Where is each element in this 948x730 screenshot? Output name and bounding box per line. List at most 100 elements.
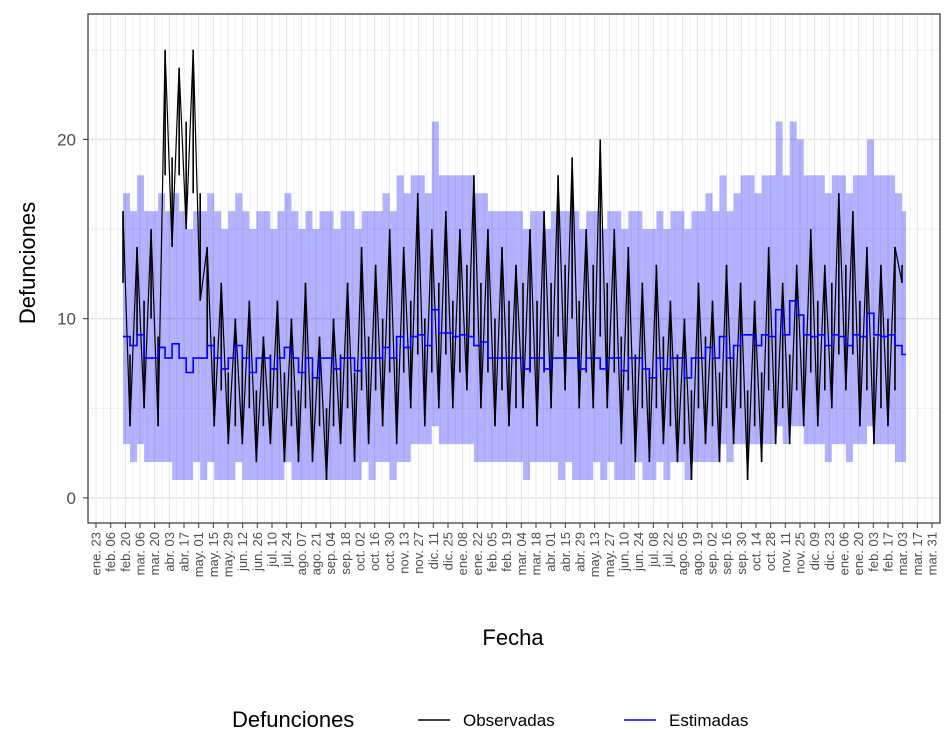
band-segment [894,193,902,463]
band-segment [340,211,348,480]
band-segment [326,211,334,480]
band-segment [796,139,804,427]
band-segment [242,211,250,480]
band-segment [642,229,650,480]
band-segment [333,229,341,480]
x-tick-label: dic. 11 [426,532,441,569]
band-segment [789,121,797,427]
x-tick-label: jul. 22 [661,532,676,568]
band-segment [277,211,285,480]
band-segment [298,229,306,480]
band-segment [887,175,895,445]
y-axis-title: Defunciones [15,202,40,324]
x-tick-label: sep. 04 [323,532,338,575]
x-tick-label: dic. 09 [807,532,822,570]
band-segment [558,211,566,480]
band-segment [270,229,278,480]
x-tick-label: oct. 16 [367,532,382,571]
band-segment [291,211,299,480]
x-tick-label: mar. 03 [895,532,910,575]
band-segment [607,211,615,463]
x-tick-label: nov. 13 [397,532,412,574]
band-segment [544,229,552,463]
x-tick-label: nov. 25 [793,532,808,574]
x-tick-label: may. 27 [602,532,617,577]
band-segment [656,211,664,463]
band-segment [228,211,236,480]
x-tick-label: ene. 22 [470,532,485,575]
x-tick-label: ago. 05 [675,532,690,575]
band-segment [670,211,678,463]
x-tick-label: oct. 14 [749,532,764,571]
band-segment [635,211,643,463]
x-tick-label: abr. 01 [543,532,558,572]
x-tick-label: nov. 11 [778,532,793,573]
x-tick-label: ene. 23 [89,532,104,575]
x-tick-label: mar. 17 [910,532,925,575]
observadas-line [122,49,903,481]
x-tick-label: feb. 20 [118,532,133,572]
x-tick-label: jun. 10 [617,532,632,572]
x-tick-label: jun. 24 [631,532,646,572]
x-axis: ene. 23 feb. 06 feb. 20 mar. 06 mar. 20 abr. … [89,523,940,577]
y-tick-label: 20 [57,130,76,149]
y-axis: 0 10 20 [57,130,88,508]
band-segment [179,211,187,480]
y-tick-label: 0 [67,489,76,508]
x-tick-label: jul. 08 [646,532,661,568]
x-tick-label: mar. 06 [133,532,148,575]
band-segment [586,211,594,480]
band-segment [902,211,906,463]
y-tick-label: 10 [57,310,76,329]
band-segment [200,211,208,480]
x-tick-label: may. 29 [221,532,236,577]
band-segment [705,193,713,463]
x-tick-label: feb. 17 [881,532,896,572]
legend-label-observadas: Observadas [463,711,555,730]
band-segment [803,175,811,445]
x-tick-label: nov. 27 [411,532,426,574]
band-segment [305,211,313,480]
x-tick-label: feb. 03 [866,532,881,572]
x-tick-label: sep. 16 [719,532,734,575]
band-segment [691,211,699,463]
x-tick-label: abr. 17 [177,532,192,572]
x-tick-label: oct. 28 [763,532,778,571]
band-segment [235,193,243,463]
x-tick-label: dic. 23 [822,532,837,570]
x-tick-label: mar. 04 [514,532,529,575]
band-segment [754,193,762,445]
band-segment [137,175,145,445]
band-segment [158,193,166,463]
band-segment [733,193,741,445]
band-segment [698,211,706,463]
band-segment [719,175,727,445]
x-tick-label: ago. 19 [690,532,705,575]
x-tick-label: jul. 24 [279,532,294,568]
band-segment [144,211,152,463]
band-segment [880,175,888,445]
band-segment [712,211,720,463]
band-segment [172,193,180,480]
x-tick-label: oct. 02 [353,532,368,571]
x-tick-label: sep. 18 [338,532,353,575]
band-segment [579,229,587,480]
band-segment [396,175,404,463]
x-tick-label: abr. 03 [162,532,177,572]
x-tick-label: jun. 12 [235,532,250,572]
band-segment [551,211,559,463]
band-segment [782,175,790,445]
band-segment [726,211,734,463]
band-segment [572,211,580,480]
band-segment [431,121,439,427]
band-segment [523,229,531,480]
x-tick-label: dic. 25 [441,532,456,570]
x-tick-label: jul. 10 [265,532,280,568]
band-segment [256,211,264,480]
panel-border [87,13,941,524]
band-segment [838,175,846,445]
band-segment [768,175,776,445]
band-segment [740,175,748,445]
band-segment [817,175,825,445]
